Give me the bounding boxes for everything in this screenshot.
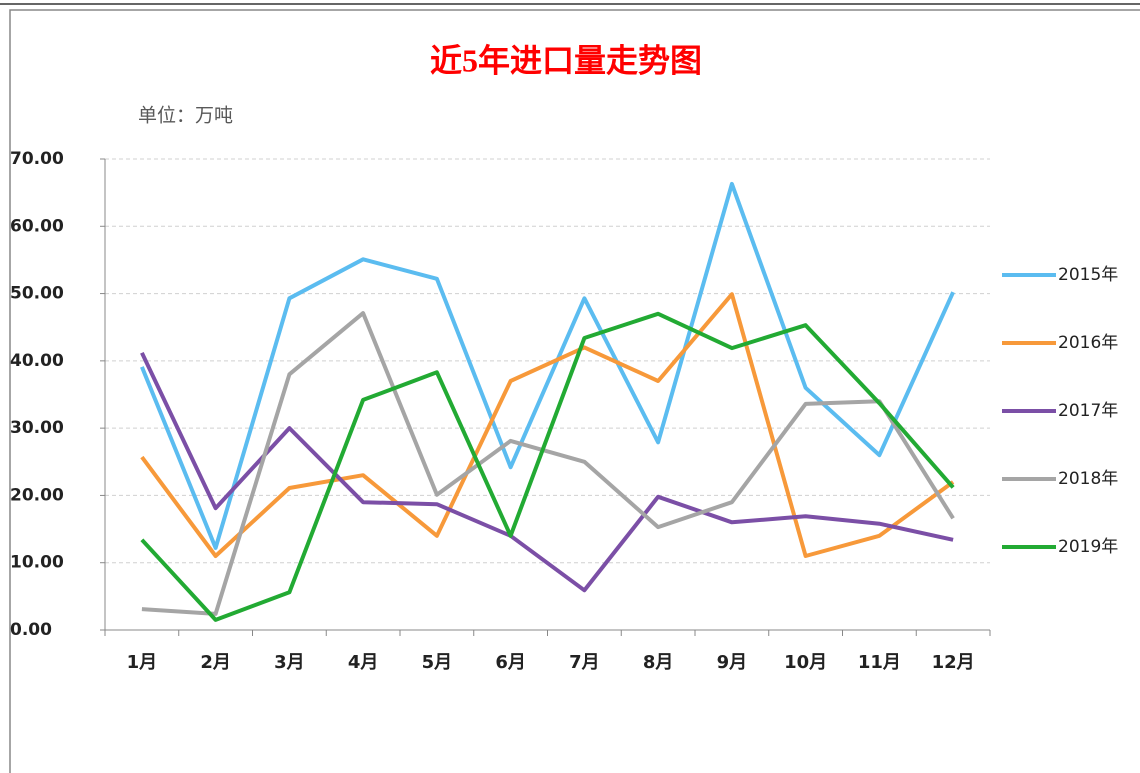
legend-label: 2017年	[1058, 401, 1118, 421]
chart-title: 近5年进口量走势图	[430, 42, 702, 78]
x-tick-label: 10月	[784, 652, 827, 673]
x-tick-label: 7月	[569, 652, 600, 673]
x-tick-label: 12月	[932, 652, 975, 673]
y-tick-label: 50.00	[10, 284, 64, 304]
y-tick-label: 60.00	[10, 216, 64, 236]
x-tick-label: 2月	[200, 652, 231, 673]
x-tick-label: 3月	[274, 652, 305, 673]
legend-label: 2019年	[1058, 537, 1118, 557]
series-line	[140, 311, 955, 622]
x-tick-label: 6月	[495, 652, 526, 673]
y-tick-label: 30.00	[10, 418, 64, 438]
x-tick-label: 5月	[422, 652, 453, 673]
x-tick-label: 1月	[127, 652, 158, 673]
series-line	[141, 311, 955, 616]
series-line	[140, 351, 954, 593]
series-line	[140, 292, 955, 558]
y-tick-label: 70.00	[10, 149, 64, 169]
legend-label: 2016年	[1058, 333, 1118, 353]
legend-label: 2018年	[1058, 469, 1118, 489]
series-line	[140, 181, 955, 550]
y-tick-label: 40.00	[10, 351, 64, 371]
x-tick-label: 9月	[717, 652, 748, 673]
y-tick-label: 0.00	[10, 620, 52, 640]
x-tick-label: 11月	[858, 652, 901, 673]
y-tick-label: 20.00	[10, 485, 64, 505]
x-tick-label: 4月	[348, 652, 379, 673]
chart-subtitle: 单位：万吨	[138, 105, 233, 127]
y-tick-label: 10.00	[10, 553, 64, 573]
chart-frame	[9, 9, 1140, 773]
x-tick-label: 8月	[643, 652, 674, 673]
legend-label: 2015年	[1058, 265, 1118, 285]
